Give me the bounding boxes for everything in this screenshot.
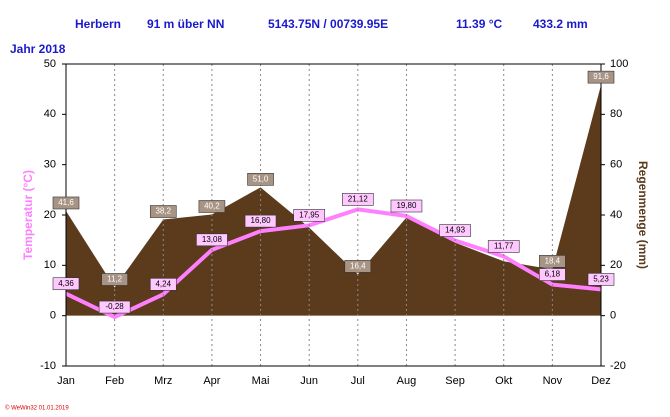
data-label: 17,95 bbox=[299, 210, 320, 219]
x-tick-label: Jul bbox=[351, 375, 365, 387]
y2-tick-label: -20 bbox=[610, 360, 626, 372]
x-tick-label: Nov bbox=[543, 375, 563, 387]
header-item: 11.39 °C bbox=[456, 17, 503, 31]
y2-tick-label: 0 bbox=[610, 310, 616, 322]
x-tick-label: Mai bbox=[252, 375, 270, 387]
x-tick-label: Mrz bbox=[154, 375, 172, 387]
data-label: 21,12 bbox=[348, 194, 369, 203]
data-label-box bbox=[439, 224, 471, 237]
y-tick-label: 20 bbox=[44, 209, 56, 221]
data-label-box bbox=[390, 199, 423, 213]
data-label: 14,93 bbox=[445, 226, 466, 235]
data-label: 18,4 bbox=[545, 256, 561, 265]
data-label-box bbox=[52, 196, 80, 210]
y-tick-label: 10 bbox=[44, 259, 56, 271]
data-label-box bbox=[293, 209, 325, 222]
data-label-box bbox=[244, 214, 277, 228]
x-tick-label: Aug bbox=[397, 375, 417, 387]
data-label-box bbox=[101, 273, 128, 286]
data-label: 5,23 bbox=[593, 274, 609, 283]
x-tick-label: Feb bbox=[105, 375, 124, 387]
plot-frame bbox=[65, 63, 602, 367]
y2-tick-label: 40 bbox=[610, 209, 622, 221]
data-label-box bbox=[196, 233, 228, 247]
year-label: Jahr 2018 bbox=[10, 42, 66, 56]
data-label-box bbox=[247, 173, 274, 186]
data-label: 41,6 bbox=[58, 198, 74, 207]
data-label-box bbox=[539, 268, 566, 281]
x-tick-label: Sep bbox=[445, 375, 465, 387]
y-tick-label: 30 bbox=[44, 159, 56, 171]
data-label: 4,36 bbox=[58, 279, 74, 288]
data-label: 91,6 bbox=[593, 72, 609, 81]
x-tick-label: Jun bbox=[300, 375, 318, 387]
data-label: 16,80 bbox=[251, 216, 272, 225]
data-label-box bbox=[344, 260, 372, 273]
y2-tick-label: 20 bbox=[610, 259, 622, 271]
data-label: -0,28 bbox=[106, 302, 125, 311]
data-label: 4,24 bbox=[155, 279, 171, 288]
data-label: 11,2 bbox=[107, 275, 123, 284]
y-tick-label: 50 bbox=[44, 58, 56, 70]
data-label: 19,80 bbox=[396, 201, 417, 210]
data-label: 38,2 bbox=[155, 207, 171, 216]
header-item: 5143.75N / 00739.95E bbox=[268, 17, 388, 31]
header-item: 91 m über NN bbox=[147, 17, 224, 31]
data-label-box bbox=[198, 200, 226, 213]
data-label: 13,08 bbox=[202, 235, 223, 244]
footer: © WeWin32 01.01.2019 bbox=[5, 405, 69, 412]
data-label-box bbox=[149, 278, 177, 291]
data-label: 6,18 bbox=[545, 270, 561, 279]
header-item: 433.2 mm bbox=[533, 17, 588, 31]
data-label-box bbox=[587, 273, 615, 286]
y-axis-title: Temperatur (°C) bbox=[21, 170, 35, 260]
y2-axis-title: Regenmenge (mm) bbox=[636, 161, 650, 269]
x-tick-label: Apr bbox=[203, 375, 220, 387]
data-label: 51,0 bbox=[253, 174, 269, 183]
data-label-box bbox=[149, 205, 177, 218]
data-label-box bbox=[342, 193, 374, 206]
header-item: Herbern bbox=[75, 17, 121, 31]
data-label: 11,77 bbox=[494, 242, 514, 251]
y-tick-label: 0 bbox=[50, 310, 56, 322]
y2-tick-label: 100 bbox=[610, 58, 628, 70]
x-tick-label: Okt bbox=[495, 375, 512, 387]
x-tick-label: Dez bbox=[591, 375, 611, 387]
data-label: 16,4 bbox=[350, 262, 366, 271]
y-tick-label: 40 bbox=[44, 108, 56, 120]
data-label-box bbox=[587, 70, 615, 84]
data-label-box bbox=[98, 300, 131, 314]
precipitation-area bbox=[66, 85, 601, 316]
y2-tick-label: 60 bbox=[610, 159, 622, 171]
data-label-box bbox=[52, 277, 80, 291]
y-tick-label: -10 bbox=[40, 360, 56, 372]
x-tick-label: Jan bbox=[57, 375, 75, 387]
temperature-line bbox=[65, 207, 602, 320]
data-label-box bbox=[487, 240, 520, 253]
data-label: 40,2 bbox=[204, 202, 220, 211]
y2-tick-label: 80 bbox=[610, 108, 622, 120]
data-label-box bbox=[539, 255, 566, 268]
